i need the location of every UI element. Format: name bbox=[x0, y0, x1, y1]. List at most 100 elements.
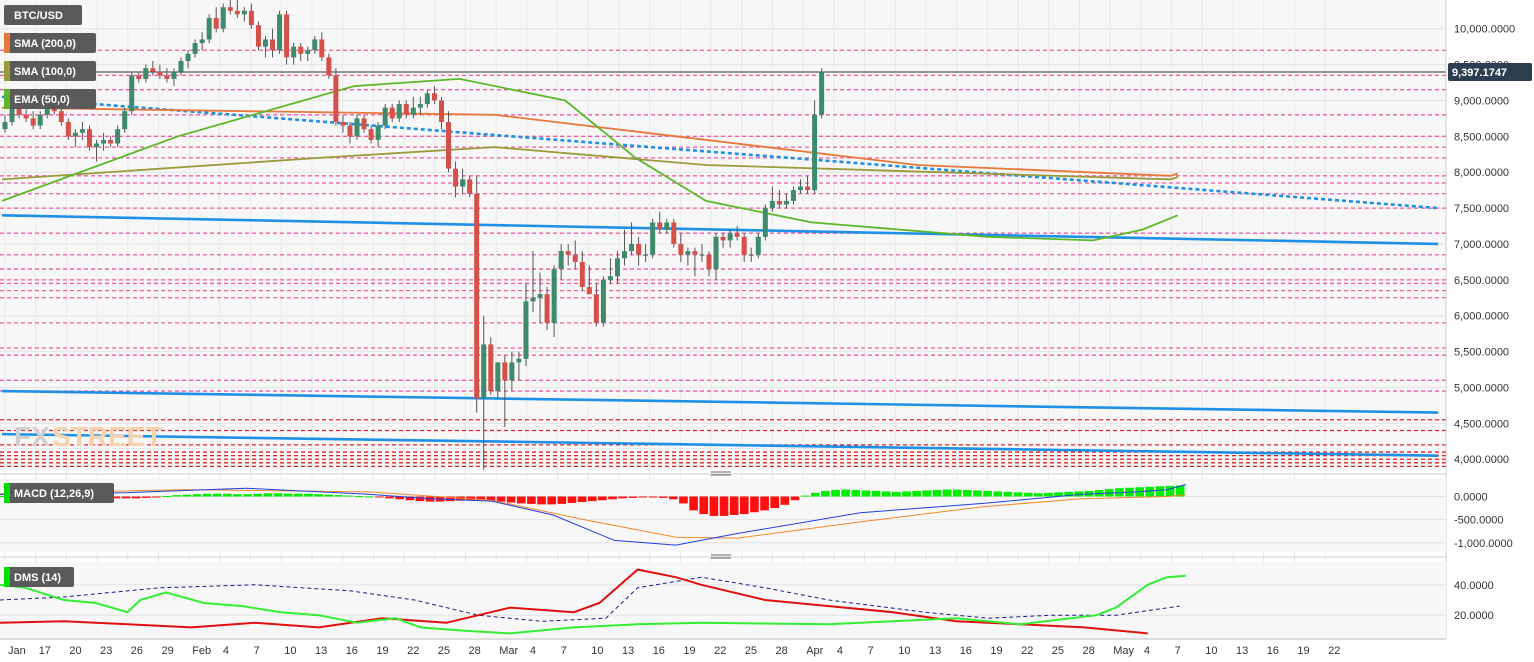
indicator-labels[interactable]: SMA (200,0) SMA (100,0) EMA (50,0) bbox=[4, 33, 96, 109]
candle-bullish bbox=[94, 143, 100, 148]
candle-bullish bbox=[129, 75, 135, 112]
candle-bearish bbox=[706, 254, 712, 270]
candle-bearish bbox=[657, 222, 663, 230]
macd-histogram-bar bbox=[273, 493, 283, 497]
macd-histogram-bar bbox=[233, 494, 242, 497]
macd-lines bbox=[0, 484, 1187, 546]
macd-histogram-bar bbox=[587, 496, 597, 502]
date-tick-label: 23 bbox=[100, 645, 112, 657]
macd-histogram-bar bbox=[739, 496, 749, 515]
macd-histogram-bar bbox=[912, 490, 921, 497]
candle-bearish bbox=[389, 107, 395, 119]
candle-bullish bbox=[650, 222, 656, 255]
candle-bullish bbox=[115, 129, 121, 144]
symbol-label[interactable]: BTC/USD bbox=[4, 5, 82, 25]
date-tick-label: 13 bbox=[315, 645, 327, 657]
macd-histogram-bar bbox=[831, 490, 840, 497]
candle-bullish bbox=[291, 46, 297, 58]
price-tick-label: 8,500.0000 bbox=[1454, 131, 1509, 143]
candle-bullish bbox=[551, 269, 557, 323]
candle-bullish bbox=[530, 297, 536, 302]
macd-histogram-bar bbox=[334, 495, 344, 497]
candle-bearish bbox=[164, 75, 170, 79]
candle-bullish bbox=[748, 254, 754, 256]
macd-histogram-bar bbox=[770, 496, 780, 509]
candle-bearish bbox=[671, 222, 677, 244]
macd-histogram-bar bbox=[1064, 491, 1073, 497]
date-tick-label: 28 bbox=[1083, 645, 1095, 657]
date-tick-label: 19 bbox=[376, 645, 388, 657]
candle-bullish bbox=[382, 107, 388, 126]
macd-histogram-bar bbox=[486, 496, 496, 501]
candle-bearish bbox=[467, 179, 473, 194]
macd-histogram-bar bbox=[141, 496, 151, 498]
macd-histogram-bar bbox=[364, 496, 374, 498]
candle-bullish bbox=[72, 132, 78, 137]
candlesticks[interactable] bbox=[2, 0, 825, 470]
indicator-label-bg bbox=[4, 89, 96, 109]
candle-bearish bbox=[333, 75, 339, 122]
candle-bullish bbox=[101, 139, 107, 144]
date-tick-label: 22 bbox=[1021, 645, 1033, 657]
candle-bullish bbox=[410, 107, 416, 115]
candle-bearish bbox=[86, 129, 92, 148]
macd-tick-label: -500.0000 bbox=[1454, 515, 1504, 527]
macd-label[interactable]: MACD (12,26,9) bbox=[4, 483, 114, 503]
price-tick-label: 9,000.0000 bbox=[1454, 95, 1509, 107]
date-tick-label: 13 bbox=[622, 645, 634, 657]
resize-handle-macd[interactable] bbox=[711, 471, 731, 476]
macd-histogram-bar bbox=[192, 494, 202, 497]
candle-bullish bbox=[9, 107, 15, 122]
dms-label[interactable]: DMS (14) bbox=[4, 567, 74, 587]
macd-histogram-bar bbox=[283, 493, 293, 497]
macd-histogram-bar bbox=[547, 496, 557, 505]
macd-histogram-bar bbox=[567, 496, 577, 503]
trend-line bbox=[1, 432, 1439, 457]
macd-histogram-bar bbox=[476, 496, 486, 501]
panel-resize-handles[interactable] bbox=[0, 471, 1446, 559]
symbol-text: BTC/USD bbox=[14, 10, 63, 22]
macd-histogram-bar bbox=[871, 490, 881, 497]
candle-bullish bbox=[614, 258, 620, 277]
candle-bearish bbox=[150, 68, 156, 72]
macd-histogram-bar bbox=[760, 496, 769, 511]
macd-panel[interactable]: 0.0000 -500.0000 -1,000.0000 bbox=[0, 478, 1513, 552]
macd-histogram-bar bbox=[841, 489, 850, 497]
candle-bullish bbox=[79, 129, 85, 133]
resize-handle-dms[interactable] bbox=[711, 554, 731, 559]
macd-signal-line bbox=[0, 489, 1187, 539]
date-tick-label: 16 bbox=[1267, 645, 1279, 657]
date-tick-label: 7 bbox=[254, 645, 260, 657]
date-tick-label: Mar bbox=[499, 645, 518, 657]
macd-histogram-bar bbox=[628, 496, 638, 498]
date-tick-label: 28 bbox=[469, 645, 481, 657]
indicator-label-bg bbox=[4, 33, 96, 53]
date-tick-label: 7 bbox=[561, 645, 567, 657]
fxstreet-watermark: FX STREET bbox=[14, 421, 162, 452]
date-tick-label: 16 bbox=[653, 645, 665, 657]
macd-tick-label: -1,000.0000 bbox=[1454, 538, 1513, 550]
date-tick-label: 22 bbox=[1328, 645, 1340, 657]
candle-bullish bbox=[819, 71, 825, 115]
trend-lines bbox=[1, 95, 1439, 457]
dms-panel[interactable]: 40.0000 20.0000 bbox=[0, 562, 1494, 638]
macd-histogram-bar bbox=[800, 495, 810, 497]
macd-histogram-bar bbox=[263, 493, 273, 497]
date-tick-label: Apr bbox=[806, 645, 823, 657]
candle-bullish bbox=[622, 251, 628, 259]
macd-histogram-bar bbox=[648, 496, 658, 498]
macd-histogram-bar bbox=[750, 496, 759, 513]
candle-bearish bbox=[488, 344, 494, 392]
date-tick-label: Feb bbox=[192, 645, 211, 657]
macd-axis: 0.0000 -500.0000 -1,000.0000 bbox=[1454, 492, 1513, 550]
macd-histogram-bar bbox=[608, 496, 617, 500]
candle-bullish bbox=[185, 53, 191, 61]
macd-histogram-bar bbox=[405, 496, 415, 501]
macd-histogram-bar bbox=[1054, 492, 1063, 497]
candle-bearish bbox=[431, 93, 437, 101]
dms-label-text: DMS (14) bbox=[14, 572, 61, 584]
candle-bearish bbox=[347, 125, 353, 137]
date-tick-label: 26 bbox=[131, 645, 143, 657]
macd-histogram-bar bbox=[729, 496, 739, 515]
